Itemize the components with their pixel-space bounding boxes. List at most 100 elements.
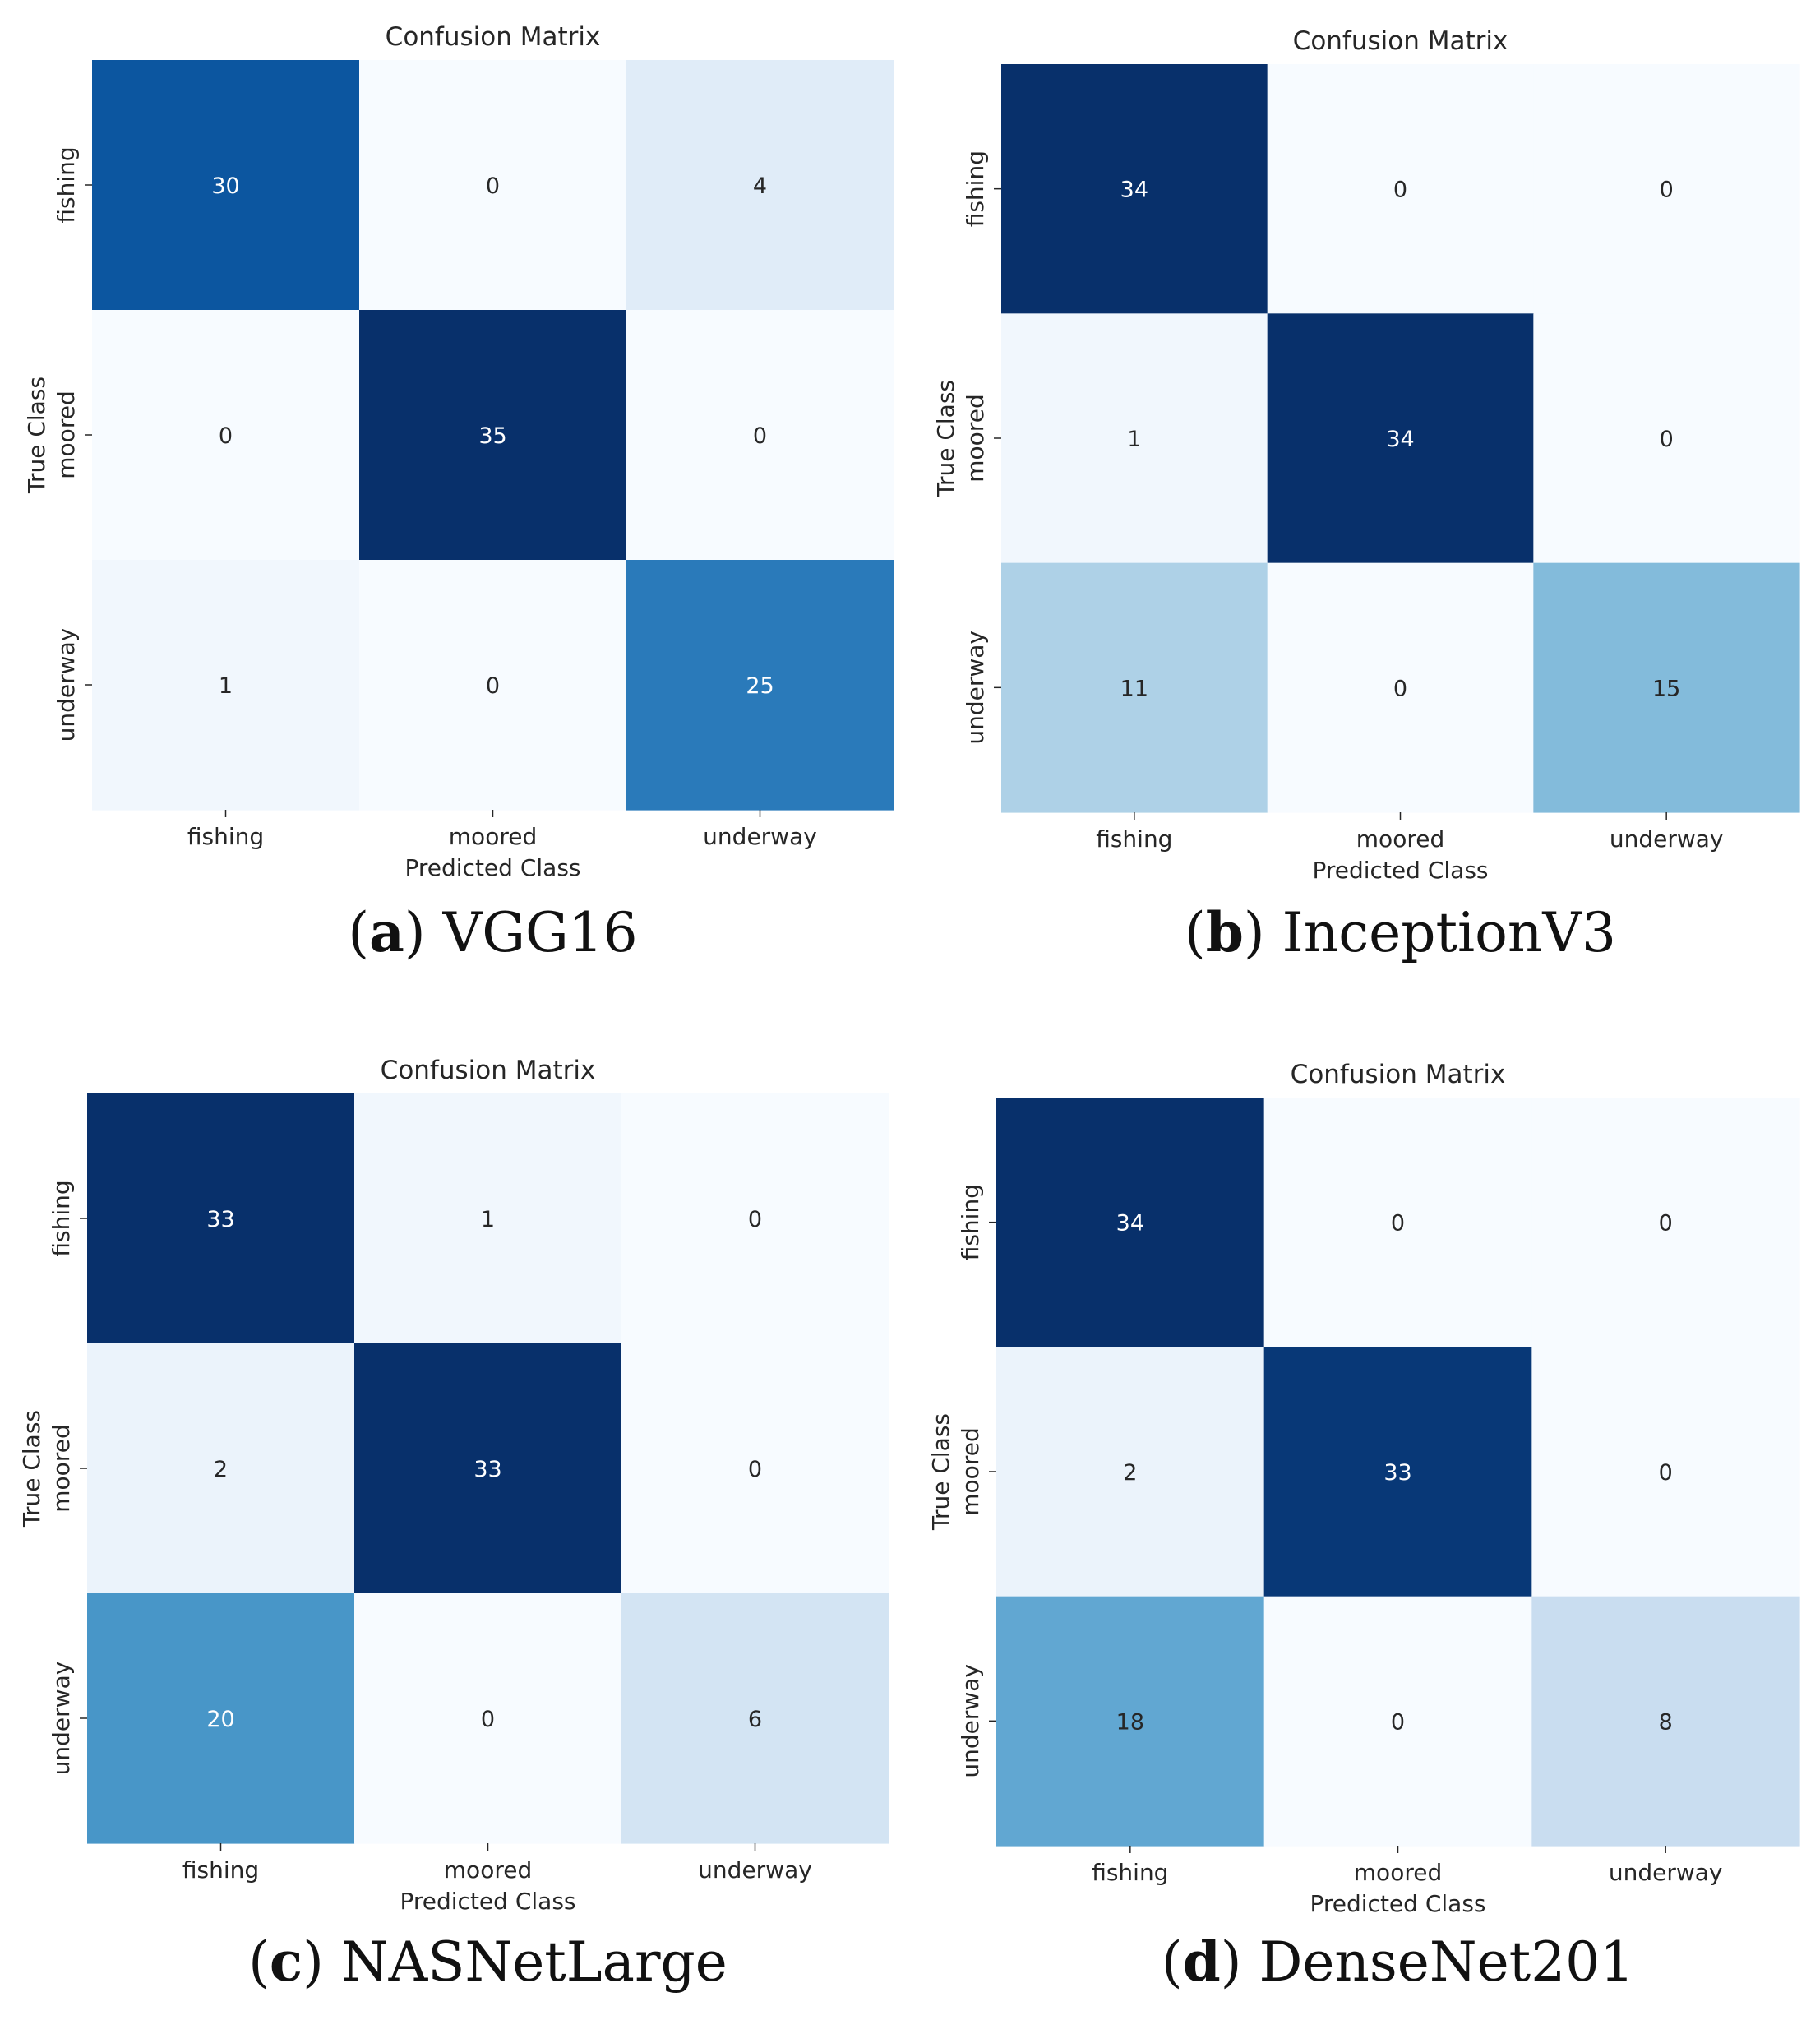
heatmap-cell (1267, 562, 1534, 813)
heatmap-cell (359, 310, 627, 561)
y-tick-label: fishing (48, 1180, 75, 1256)
heatmap-cell (1263, 1098, 1532, 1347)
cell-value-label: 0 (1391, 1709, 1405, 1735)
cell-value-label: 0 (486, 173, 500, 199)
chart-title: Confusion Matrix (381, 1056, 596, 1085)
cell-value-label: 0 (481, 1707, 495, 1732)
heatmap-cell (626, 60, 894, 311)
x-tick-label: fishing (187, 823, 264, 850)
y-tick-label: fishing (957, 1184, 984, 1260)
x-tick-label: underway (1610, 825, 1724, 853)
heatmap-cell (621, 1093, 889, 1344)
cell-value-label: 0 (1659, 1211, 1673, 1236)
panel-letter: a (369, 900, 404, 964)
cell-value-label: 0 (1391, 1211, 1405, 1236)
x-tick-label: fishing (182, 1856, 259, 1884)
cell-value-label: 35 (478, 423, 506, 449)
chart-title: Confusion Matrix (1293, 26, 1508, 56)
heatmap-cell (1263, 1347, 1532, 1597)
confusion-matrix-panel-a: Confusion Matrix 30 0 4 0 35 0 1 0 25 fishing moore… (23, 22, 894, 964)
heatmap-cell (1001, 64, 1268, 314)
heatmap-cell (1531, 1098, 1800, 1347)
cell-value-label: 0 (748, 1457, 762, 1482)
confusion-matrix-panel-b: Confusion Matrix 34 0 0 1 34 0 11 0 15 fishing moor… (932, 26, 1800, 964)
cell-value-label: 0 (219, 423, 233, 449)
confusion-matrix-panel-c: Confusion Matrix 33 1 0 2 33 0 20 0 6 fishing moore… (18, 1056, 889, 1994)
cell-value-label: 0 (486, 673, 500, 699)
panel-caption: (b) InceptionV3 (1185, 900, 1616, 964)
chart-title: Confusion Matrix (1291, 1060, 1506, 1089)
panel-caption: (d) DenseNet201 (1162, 1930, 1634, 1994)
x-tick-label: fishing (1092, 1859, 1168, 1886)
heatmap-cell (1531, 1347, 1800, 1597)
cell-value-label: 0 (753, 423, 767, 449)
heatmap-cell (621, 1343, 889, 1594)
cell-value-label: 33 (1383, 1460, 1411, 1486)
heatmap-cell (1533, 313, 1800, 564)
y-axis-label: True Class (927, 1413, 954, 1531)
y-tick-label: underway (962, 631, 989, 745)
heatmap-cell (354, 1093, 622, 1344)
heatmap-cell (87, 1343, 355, 1594)
heatmap-cell (87, 1093, 355, 1344)
heatmap-cell (996, 1347, 1265, 1597)
heatmap-cell (1001, 313, 1268, 564)
y-tick-label: underway (957, 1664, 984, 1778)
panel-letter: c (270, 1930, 303, 1994)
cell-value-label: 30 (211, 173, 239, 199)
y-axis-label: True Class (932, 380, 959, 497)
cell-value-label: 2 (214, 1457, 228, 1482)
cell-value-label: 1 (219, 673, 233, 699)
x-tick-label: underway (1609, 1859, 1723, 1886)
y-axis-label: True Class (23, 377, 50, 494)
panel-model-name: VGG16 (442, 901, 638, 964)
heatmap-cell (354, 1343, 622, 1594)
panel-model-name: InceptionV3 (1282, 901, 1616, 964)
cell-value-label: 0 (1393, 676, 1407, 701)
heatmap-cell (1001, 562, 1268, 813)
cell-value-label: 4 (753, 173, 767, 199)
x-tick-label: moored (444, 1856, 532, 1884)
confusion-matrix-panel-d: Confusion Matrix 34 0 0 2 33 0 18 0 8 fishing moore… (927, 1060, 1800, 1994)
panel-letter: b (1206, 900, 1244, 964)
heatmap-cell (92, 310, 360, 561)
cell-value-label: 0 (1660, 178, 1674, 203)
cell-value-label: 34 (1116, 1211, 1144, 1236)
chart-title: Confusion Matrix (386, 22, 601, 52)
y-axis-label: True Class (18, 1410, 45, 1528)
x-tick-label: moored (1356, 825, 1444, 853)
heatmap-cell (354, 1593, 622, 1844)
x-axis-label: Predicted Class (404, 854, 580, 881)
cell-value-label: 1 (1127, 427, 1141, 452)
heatmap-cell (996, 1596, 1265, 1847)
panel-caption: (a) VGG16 (348, 900, 637, 964)
heatmap-cell (1267, 64, 1534, 314)
cell-value-label: 0 (1393, 178, 1407, 203)
heatmap-cell (1533, 562, 1800, 813)
heatmap-cell (1267, 313, 1534, 564)
cell-value-label: 15 (1652, 676, 1680, 701)
cell-value-label: 25 (746, 673, 774, 699)
heatmap-cell (92, 60, 360, 311)
y-tick-label: underway (53, 628, 80, 742)
x-tick-label: underway (698, 1856, 812, 1884)
panel-caption: (c) NASNetLarge (248, 1930, 728, 1994)
heatmap-cell (621, 1593, 889, 1844)
x-tick-label: underway (703, 823, 817, 850)
cell-value-label: 20 (206, 1707, 234, 1732)
heatmap-cell (359, 60, 627, 311)
heatmap-cell (1263, 1596, 1532, 1847)
cell-value-label: 1 (481, 1207, 495, 1232)
cell-value-label: 18 (1116, 1709, 1144, 1735)
cell-value-label: 33 (206, 1207, 234, 1232)
cell-value-label: 0 (748, 1207, 762, 1232)
heatmap-cell (1531, 1596, 1800, 1847)
x-tick-label: fishing (1096, 825, 1172, 853)
y-tick-label: fishing (53, 146, 80, 223)
heatmap-cell (626, 560, 894, 811)
cell-value-label: 0 (1660, 427, 1674, 452)
x-tick-label: moored (1354, 1859, 1442, 1886)
x-axis-label: Predicted Class (1310, 1890, 1485, 1917)
y-tick-label: fishing (962, 150, 989, 227)
